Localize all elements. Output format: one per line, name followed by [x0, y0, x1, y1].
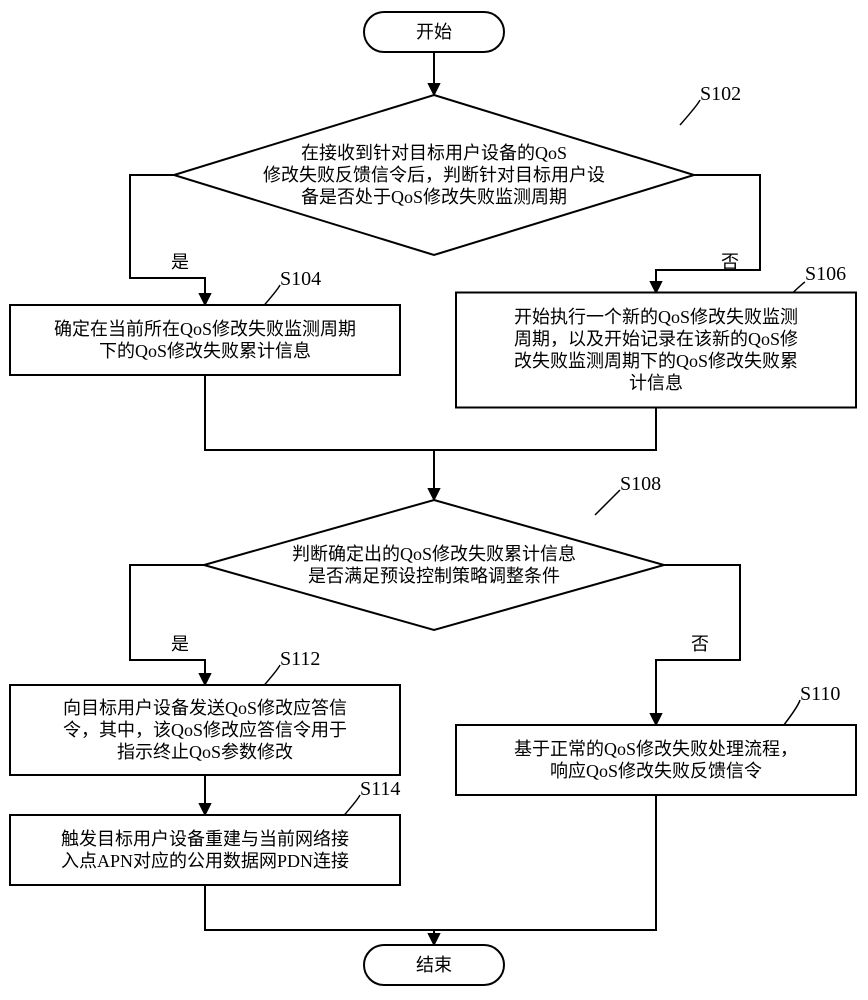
node-s108 — [204, 500, 664, 630]
svg-text:触发目标用户设备重建与当前网络接: 触发目标用户设备重建与当前网络接 — [61, 829, 349, 849]
node-s114 — [10, 815, 400, 885]
branch-label: 是 — [171, 634, 189, 654]
svg-text:指示终止QoS参数修改: 指示终止QoS参数修改 — [117, 742, 293, 762]
step-label: S110 — [800, 683, 840, 705]
svg-text:是否满足预设控制策略调整条件: 是否满足预设控制策略调整条件 — [308, 566, 560, 586]
svg-text:向目标用户设备发送QoS修改应答信: 向目标用户设备发送QoS修改应答信 — [63, 698, 347, 718]
svg-text:响应QoS修改失败反馈信令: 响应QoS修改失败反馈信令 — [550, 761, 762, 781]
svg-text:开始执行一个新的QoS修改失败监测: 开始执行一个新的QoS修改失败监测 — [514, 307, 798, 327]
step-label: S106 — [805, 263, 846, 285]
svg-text:入点APN对应的公用数据网PDN连接: 入点APN对应的公用数据网PDN连接 — [61, 851, 349, 871]
svg-text:计信息: 计信息 — [629, 373, 683, 393]
flowchart-canvas: 开始在接收到针对目标用户设备的QoS修改失败反馈信令后，判断针对目标用户设备是否… — [0, 0, 868, 1000]
step-label: S104 — [280, 268, 321, 290]
branch-label: 否 — [691, 634, 709, 654]
svg-text:结束: 结束 — [416, 955, 452, 975]
node-s110 — [456, 725, 856, 795]
svg-text:令，其中，该QoS修改应答信令用于: 令，其中，该QoS修改应答信令用于 — [63, 720, 347, 740]
svg-text:下的QoS修改失败累计信息: 下的QoS修改失败累计信息 — [99, 341, 311, 361]
svg-text:判断确定出的QoS修改失败累计信息: 判断确定出的QoS修改失败累计信息 — [292, 544, 576, 564]
node-s104 — [10, 305, 400, 375]
branch-label: 否 — [721, 252, 739, 272]
step-label: S102 — [700, 83, 741, 105]
step-label: S112 — [280, 648, 320, 670]
svg-text:备是否处于QoS修改失败监测周期: 备是否处于QoS修改失败监测周期 — [301, 187, 567, 207]
svg-text:改失败监测周期下的QoS修改失败累: 改失败监测周期下的QoS修改失败累 — [514, 351, 798, 371]
step-label: S108 — [620, 473, 661, 495]
svg-text:周期，以及开始记录在该新的QoS修: 周期，以及开始记录在该新的QoS修 — [514, 329, 798, 349]
branch-label: 是 — [171, 252, 189, 272]
svg-text:开始: 开始 — [416, 22, 452, 42]
svg-text:修改失败反馈信令后，判断针对目标用户设: 修改失败反馈信令后，判断针对目标用户设 — [263, 165, 605, 185]
svg-text:在接收到针对目标用户设备的QoS: 在接收到针对目标用户设备的QoS — [301, 143, 567, 163]
svg-text:基于正常的QoS修改失败处理流程，: 基于正常的QoS修改失败处理流程， — [514, 739, 798, 759]
step-label: S114 — [360, 778, 400, 800]
svg-text:确定在当前所在QoS修改失败监测周期: 确定在当前所在QoS修改失败监测周期 — [54, 319, 356, 339]
